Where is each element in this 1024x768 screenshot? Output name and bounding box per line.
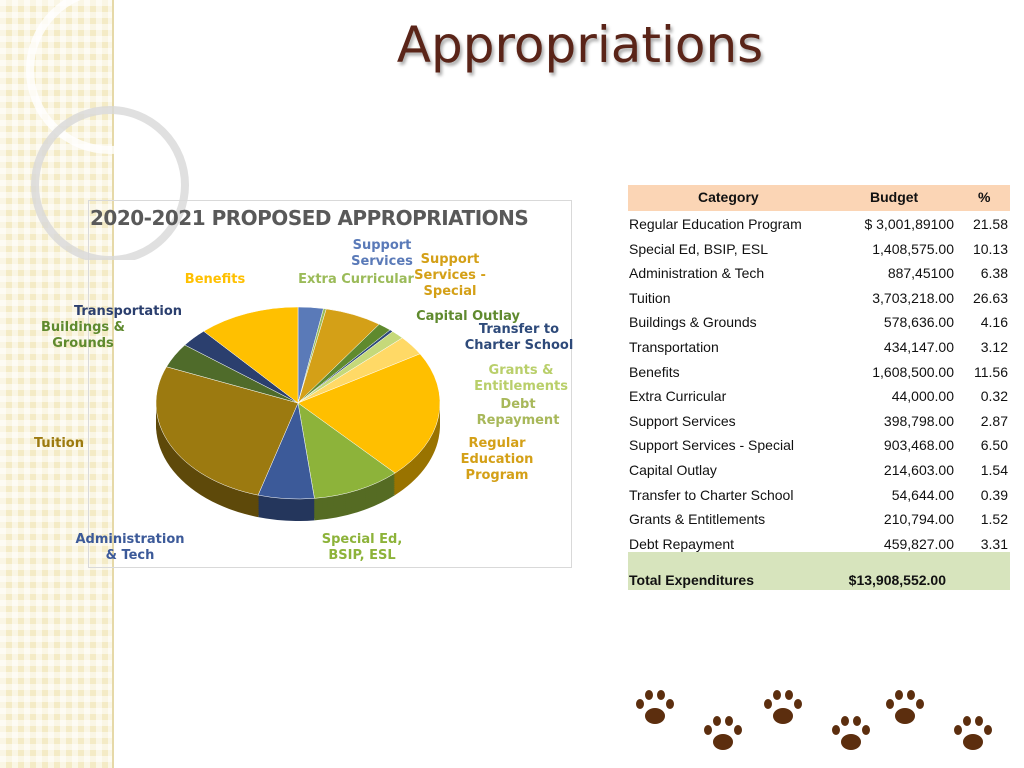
table-row: Capital Outlay 214,603.00 1.54 — [628, 458, 1010, 482]
header-cell: % — [978, 189, 991, 205]
table-cell: 44,000.00 — [891, 388, 954, 405]
slice-label: Buildings & Grounds — [41, 320, 125, 351]
table-cell: 887,45100 — [887, 265, 954, 282]
table-cell: $ 3,001,89100 — [864, 216, 954, 232]
slice — [297, 402, 396, 499]
table-cell: 0.39 — [980, 486, 1008, 503]
table-cell: 1,408,575.00 — [872, 240, 954, 257]
table-cell: 434,147.00 — [883, 339, 954, 355]
table-row: Transportation 434,147.00 3.12 — [628, 335, 1010, 359]
table-cell: Transfer to Charter School — [629, 486, 794, 503]
table-cell: Grants & Entitlements — [629, 511, 766, 528]
table-cell: 54,644.00 — [891, 486, 954, 503]
table-cell: 3.31 — [980, 535, 1008, 552]
total-value: $13,908,552.00 — [848, 572, 946, 588]
table-cell: 10.13 — [972, 240, 1008, 257]
slide-title: Appropriations — [396, 16, 764, 74]
table-row: Transfer to Charter School 54,644.00 0.39 — [628, 483, 1010, 507]
table-cell: 4.16 — [980, 314, 1008, 331]
table-cell: 26.63 — [972, 289, 1008, 306]
table-row: Debt Repayment 459,827.00 3.31 — [628, 532, 1010, 556]
table-cell: 214,603.00 — [883, 462, 954, 478]
table-cell: Support Services - Special — [629, 437, 794, 454]
table-cell: Regular Education Program — [629, 216, 802, 232]
slice-label: Grants & Entitlements — [474, 363, 568, 394]
slice-label: Support Services - Special — [414, 252, 486, 299]
table-row: Grants & Entitlements 210,794.00 1.52 — [628, 507, 1010, 531]
slice-label: Special Ed, BSIP, ESL — [321, 532, 403, 563]
table-cell: Special Ed, BSIP, ESL — [629, 240, 769, 257]
total-row: Total Expenditures $13,908,552.00 — [628, 552, 1010, 590]
slice-label: Tuition — [33, 436, 84, 451]
slice-label: Regular Education Program — [460, 436, 534, 483]
total-label: Total Expenditures — [629, 572, 754, 588]
table-row: Support Services 398,798.00 2.87 — [628, 409, 1010, 433]
slice-label: Transfer to Charter School — [464, 322, 574, 353]
table-cell: 6.50 — [980, 437, 1008, 454]
table-row: Administration & Tech 887,45100 6.38 — [628, 261, 1010, 285]
paw-print — [762, 688, 804, 726]
table-cell: 3,703,218.00 — [872, 289, 954, 306]
slice — [297, 353, 441, 474]
slice-label: Extra Curricular — [298, 272, 414, 287]
table-row: Buildings & Grounds 578,636.00 4.16 — [628, 310, 1010, 334]
chart-title: 2020-2021 PROPOSED APPROPRIATIONS — [90, 206, 529, 230]
table-cell: 1.52 — [980, 511, 1008, 528]
table-row: Tuition 3,703,218.00 26.63 — [628, 286, 1010, 310]
table-cell: Capital Outlay — [629, 462, 717, 478]
slice — [155, 366, 299, 496]
table-row: Regular Education Program $ 3,001,89100 21… — [628, 212, 1010, 236]
table-cell: 210,794.00 — [883, 511, 954, 528]
paw-print — [884, 688, 926, 726]
table-header: Category Budget% — [628, 185, 1010, 211]
table-cell: 2.87 — [980, 412, 1008, 429]
decor-rings — [26, 0, 194, 260]
slice-label: Support Services — [351, 238, 413, 269]
slice-label: Benefits — [184, 272, 246, 287]
slice-label: Transportation — [73, 304, 183, 319]
table-cell: 398,798.00 — [883, 412, 954, 429]
table-cell: Buildings & Grounds — [629, 314, 757, 331]
paw-print — [952, 714, 994, 752]
slice-label: Capital Outlay — [416, 309, 520, 324]
table-cell: Benefits — [629, 363, 680, 380]
table-cell: Extra Curricular — [629, 388, 727, 405]
table-cell: Debt Repayment — [629, 535, 735, 552]
table-cell: 1.54 — [980, 462, 1008, 478]
table-cell: 459,827.00 — [883, 535, 954, 552]
paw-print — [702, 714, 744, 752]
paw-print — [634, 688, 676, 726]
table-row: Benefits 1,608,500.00 11.56 — [628, 360, 1010, 384]
header-cell: Category — [698, 189, 759, 205]
chart-frame — [88, 200, 572, 568]
table-cell: 578,636.00 — [883, 314, 954, 331]
table-row: Extra Curricular 44,000.00 0.32 — [628, 384, 1010, 408]
table-cell: 0.32 — [980, 388, 1008, 405]
slice-label: Debt Repayment — [476, 397, 560, 428]
header-cell: Budget — [870, 189, 919, 205]
table-cell: 6.38 — [980, 265, 1008, 282]
slice — [203, 306, 299, 404]
table-row: Special Ed, BSIP, ESL 1,408,575.00 10.13 — [628, 237, 1010, 261]
table-cell: Support Services — [629, 412, 736, 429]
table-cell: 903,468.00 — [883, 437, 954, 454]
table-cell: 11.56 — [974, 363, 1008, 380]
table-cell: 1,608,500.00 — [872, 363, 954, 380]
table-cell: Tuition — [629, 289, 671, 306]
paw-print — [830, 714, 872, 752]
table-cell: 3.12 — [980, 339, 1008, 355]
table-cell: Administration & Tech — [629, 265, 765, 282]
table-cell: Transportation — [629, 339, 719, 355]
slice-label: Administration & Tech — [75, 532, 185, 563]
table-row: Support Services - Special 903,468.00 6.50 — [628, 433, 1010, 457]
pie-chart — [155, 306, 441, 521]
table-cell: 21.58 — [972, 216, 1008, 232]
